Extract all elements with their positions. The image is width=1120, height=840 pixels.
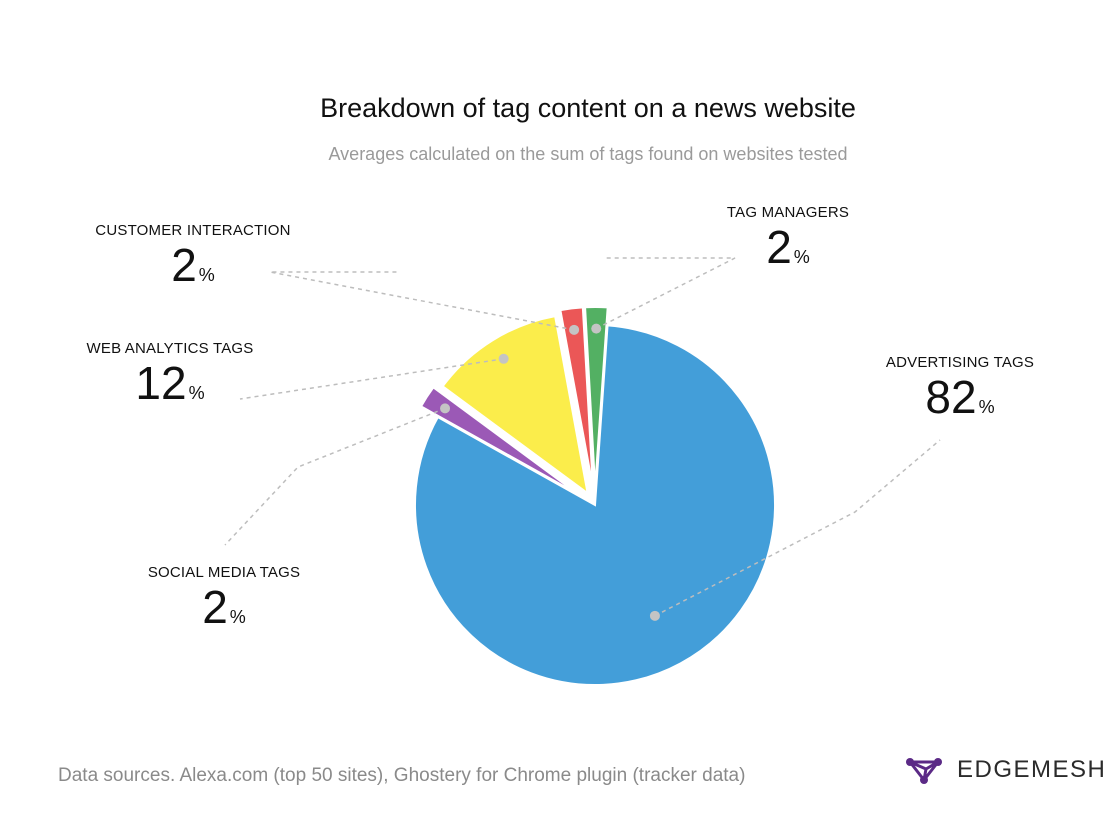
leader-line-tag-managers xyxy=(595,257,736,330)
slice-tag-managers xyxy=(584,306,609,488)
label-advertising-name: ADVERTISING TAGS xyxy=(885,354,1035,371)
label-tag-managers-value: 2 xyxy=(766,221,792,273)
anchor-dot-tag-managers xyxy=(591,323,602,334)
label-web-analytics: WEB ANALYTICS TAGS 12% xyxy=(20,340,320,406)
slice-advertising xyxy=(414,324,776,686)
data-sources-note: Data sources. Alexa.com (top 50 sites), … xyxy=(58,765,746,786)
chart-title: Breakdown of tag content on a news websi… xyxy=(320,93,856,123)
leader-line-advertising xyxy=(654,439,941,617)
label-web-analytics-unit: % xyxy=(188,383,205,403)
brand-logo: EDGEMESH xyxy=(905,755,1106,785)
label-web-analytics-name: WEB ANALYTICS TAGS xyxy=(86,340,254,357)
label-customer-interaction: CUSTOMER INTERACTION 2% xyxy=(43,222,343,288)
label-social-media-name: SOCIAL MEDIA TAGS xyxy=(147,564,301,581)
anchor-dot-social-media xyxy=(440,403,451,414)
label-advertising: ADVERTISING TAGS 82% xyxy=(810,354,1110,420)
label-advertising-value: 82 xyxy=(925,371,977,423)
slice-web-analytics xyxy=(441,314,590,496)
label-customer-interaction-value: 2 xyxy=(171,239,197,291)
label-advertising-unit: % xyxy=(978,397,995,417)
anchor-dot-web-analytics xyxy=(498,353,509,364)
label-social-media-unit: % xyxy=(229,607,246,627)
label-social-media-value: 2 xyxy=(202,581,228,633)
label-tag-managers-unit: % xyxy=(793,247,810,267)
slice-social-media xyxy=(419,385,579,496)
edgemesh-logo-icon xyxy=(906,758,942,784)
label-web-analytics-value: 12 xyxy=(135,357,187,409)
anchor-dot-customer-interaction xyxy=(569,324,580,335)
leader-line-customer-interaction xyxy=(269,271,575,331)
leader-line-social-media xyxy=(224,407,446,546)
label-customer-interaction-name: CUSTOMER INTERACTION xyxy=(95,222,291,239)
anchor-dot-advertising xyxy=(649,610,660,621)
label-social-media: SOCIAL MEDIA TAGS 2% xyxy=(74,564,374,630)
label-tag-managers: TAG MANAGERS 2% xyxy=(638,204,938,270)
slice-customer-interaction xyxy=(559,306,594,488)
label-customer-interaction-unit: % xyxy=(198,265,215,285)
brand-name: EDGEMESH xyxy=(957,756,1107,783)
chart-subtitle: Averages calculated on the sum of tags f… xyxy=(328,144,848,164)
label-tag-managers-name: TAG MANAGERS xyxy=(726,204,850,221)
